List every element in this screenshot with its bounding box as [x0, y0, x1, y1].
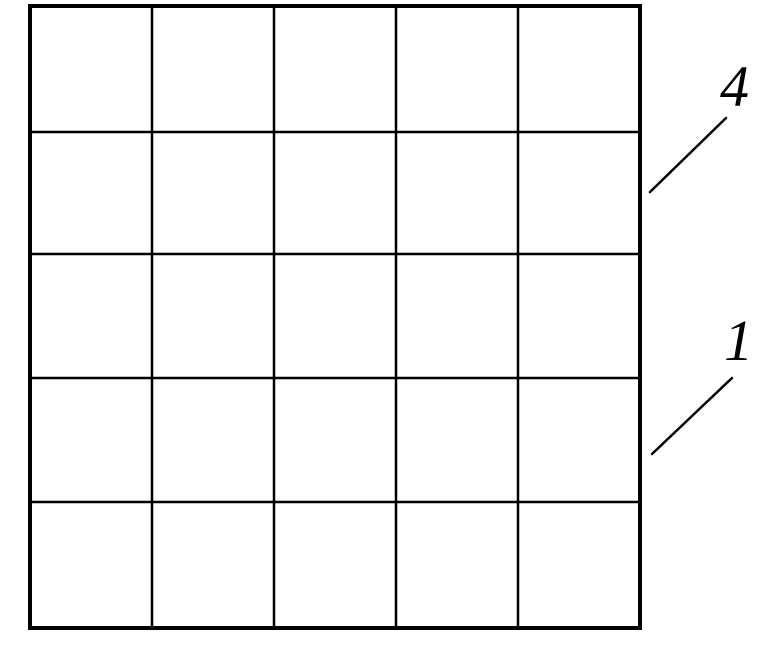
- diagram-stage: 4 1: [0, 0, 784, 651]
- diagram-svg: [0, 0, 784, 651]
- callout-label-1: 1: [724, 312, 753, 370]
- callout-4-leader: [650, 118, 726, 192]
- callout-1-leader: [652, 378, 732, 454]
- callout-label-4: 4: [720, 58, 749, 116]
- grid-fill: [30, 6, 640, 628]
